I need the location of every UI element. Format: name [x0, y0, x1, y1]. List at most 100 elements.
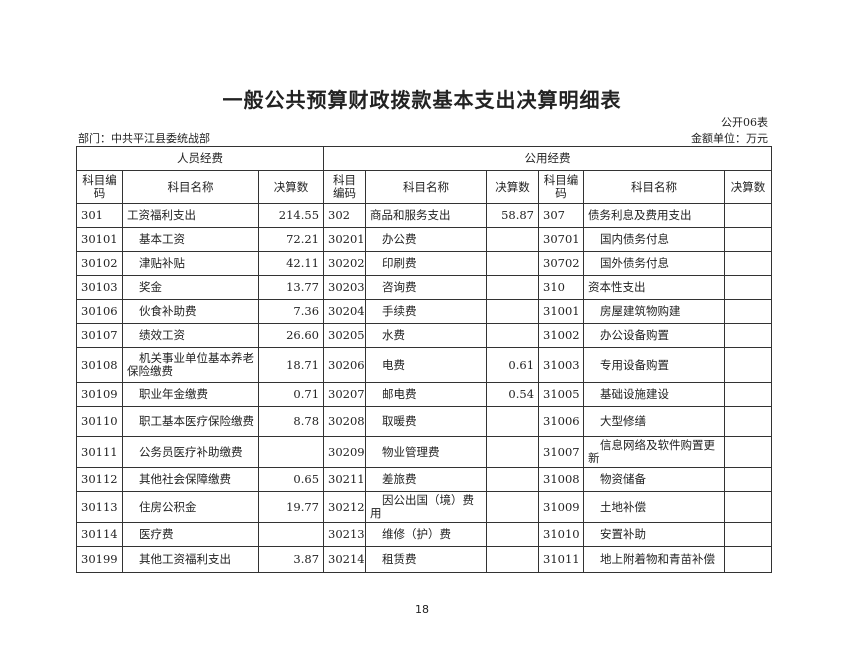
cell-name: 物资储备: [583, 467, 726, 492]
table-row: 30106 伙食补助费 7.36 30204 手续费 31001 房屋建筑物购建: [76, 299, 773, 324]
cell-amount: 72.21: [257, 227, 325, 252]
cell-amount: [486, 546, 540, 573]
cell-code: 31011: [538, 546, 585, 573]
cell-name: 印刷费: [365, 251, 488, 276]
page-title: 一般公共预算财政拨款基本支出决算明细表: [222, 88, 622, 112]
table-row: 30110 职工基本医疗保险缴费 8.78 30208 取暖费 31006 大型修缮: [76, 406, 773, 437]
table-row: 30107 绩效工资 26.60 30205 水费 31002 办公设备购置: [76, 323, 773, 348]
cell-name: 债务利息及费用支出: [583, 203, 726, 228]
table-row: 30112 其他社会保障缴费 0.65 30211 差旅费 31008 物资储备: [76, 467, 773, 492]
header-amount: 决算数: [486, 170, 540, 204]
cell-amount: [724, 251, 773, 276]
cell-amount: [724, 546, 773, 573]
table-row: 30111 公务员医疗补助缴费 30209 物业管理费 31007 信息网络及软件购置更新: [76, 436, 773, 468]
cell-amount: [724, 275, 773, 300]
cell-code: 31002: [538, 323, 585, 348]
cell-name: 公务员医疗补助缴费: [122, 436, 259, 468]
cell-amount: 7.36: [257, 299, 325, 324]
cell-amount: 26.60: [257, 323, 325, 348]
cell-name: 维修（护）费: [365, 522, 488, 547]
cell-code: 30201: [323, 227, 367, 252]
cell-code: 30209: [323, 436, 367, 468]
cell-name: 国内债务付息: [583, 227, 726, 252]
cell-name: 基础设施建设: [583, 382, 726, 407]
cell-code: 30110: [76, 406, 123, 437]
cell-amount: [486, 522, 540, 547]
cell-code: 30199: [76, 546, 123, 573]
cell-code: 30202: [323, 251, 367, 276]
cell-code: 30205: [323, 323, 367, 348]
cell-code: 30108: [76, 347, 123, 383]
cell-amount: 0.65: [257, 467, 325, 492]
cell-code: 307: [538, 203, 585, 228]
cell-amount: [486, 436, 540, 468]
cell-code: 30109: [76, 382, 123, 407]
cell-amount: [724, 299, 773, 324]
cell-code: 301: [76, 203, 123, 228]
cell-code: 31001: [538, 299, 585, 324]
cell-code: 31003: [538, 347, 585, 383]
cell-code: 30113: [76, 491, 123, 523]
cell-amount: [486, 467, 540, 492]
cell-name: 邮电费: [365, 382, 488, 407]
cell-code: 30212: [323, 491, 367, 523]
cell-name: 其他社会保障缴费: [122, 467, 259, 492]
cell-name: 因公出国（境）费用: [365, 491, 488, 523]
header-name: 科目名称: [583, 170, 726, 204]
cell-name: 咨询费: [365, 275, 488, 300]
header-code: 科目编码: [538, 170, 585, 204]
cell-amount: [724, 203, 773, 228]
expenditure-table: 人员经费 公用经费 科目编码 科目名称 决算数 科目编码 科目名称 决算数 科目编码 科目名称…: [75, 146, 773, 573]
cell-code: 30206: [323, 347, 367, 383]
cell-amount: 18.71: [257, 347, 325, 383]
cell-code: 30211: [323, 467, 367, 492]
cell-code: 302: [323, 203, 367, 228]
cell-name: 工资福利支出: [122, 203, 259, 228]
cell-amount: [486, 299, 540, 324]
cell-name: 租赁费: [365, 546, 488, 573]
cell-amount: [486, 227, 540, 252]
cell-name: 职工基本医疗保险缴费: [122, 406, 259, 437]
cell-amount: [724, 227, 773, 252]
cell-code: 30107: [76, 323, 123, 348]
header-code: 科目编码: [323, 170, 367, 204]
cell-name: 房屋建筑物购建: [583, 299, 726, 324]
cell-code: 30204: [323, 299, 367, 324]
cell-code: 31007: [538, 436, 585, 468]
cell-amount: 8.78: [257, 406, 325, 437]
cell-name: 土地补偿: [583, 491, 726, 523]
table-row: 30199 其他工资福利支出 3.87 30214 租赁费 31011 地上附着物和青苗补偿: [76, 546, 773, 573]
cell-name: 伙食补助费: [122, 299, 259, 324]
cell-amount: [724, 406, 773, 437]
cell-code: 30213: [323, 522, 367, 547]
unit-label: 金额单位：万元: [691, 132, 768, 145]
cell-name: 机关事业单位基本养老保险缴费: [122, 347, 259, 383]
table-row: 30114 医疗费 30213 维修（护）费 31010 安置补助: [76, 522, 773, 547]
table-row: 30113 住房公积金 19.77 30212 因公出国（境）费用 31009 土地补偿: [76, 491, 773, 523]
cell-name: 住房公积金: [122, 491, 259, 523]
cell-amount: [486, 323, 540, 348]
table-row: 30103 奖金 13.77 30203 咨询费 310 资本性支出: [76, 275, 773, 300]
cell-code: 31008: [538, 467, 585, 492]
cell-code: 31010: [538, 522, 585, 547]
cell-amount: [724, 522, 773, 547]
page-number: 18: [415, 603, 429, 616]
table-row: 30109 职业年金缴费 0.71 30207 邮电费 0.54 31005 基础设施建设: [76, 382, 773, 407]
cell-name: 物业管理费: [365, 436, 488, 468]
cell-name: 水费: [365, 323, 488, 348]
cell-name: 信息网络及软件购置更新: [583, 436, 726, 468]
cell-amount: 42.11: [257, 251, 325, 276]
cell-code: 30203: [323, 275, 367, 300]
cell-amount: [257, 522, 325, 547]
cell-code: 310: [538, 275, 585, 300]
cell-code: 30702: [538, 251, 585, 276]
cell-name: 差旅费: [365, 467, 488, 492]
cell-name: 资本性支出: [583, 275, 726, 300]
cell-code: 31005: [538, 382, 585, 407]
cell-code: 31006: [538, 406, 585, 437]
cell-amount: [486, 406, 540, 437]
header-name: 科目名称: [122, 170, 259, 204]
cell-amount: [724, 467, 773, 492]
group-public: 公用经费: [323, 146, 773, 171]
